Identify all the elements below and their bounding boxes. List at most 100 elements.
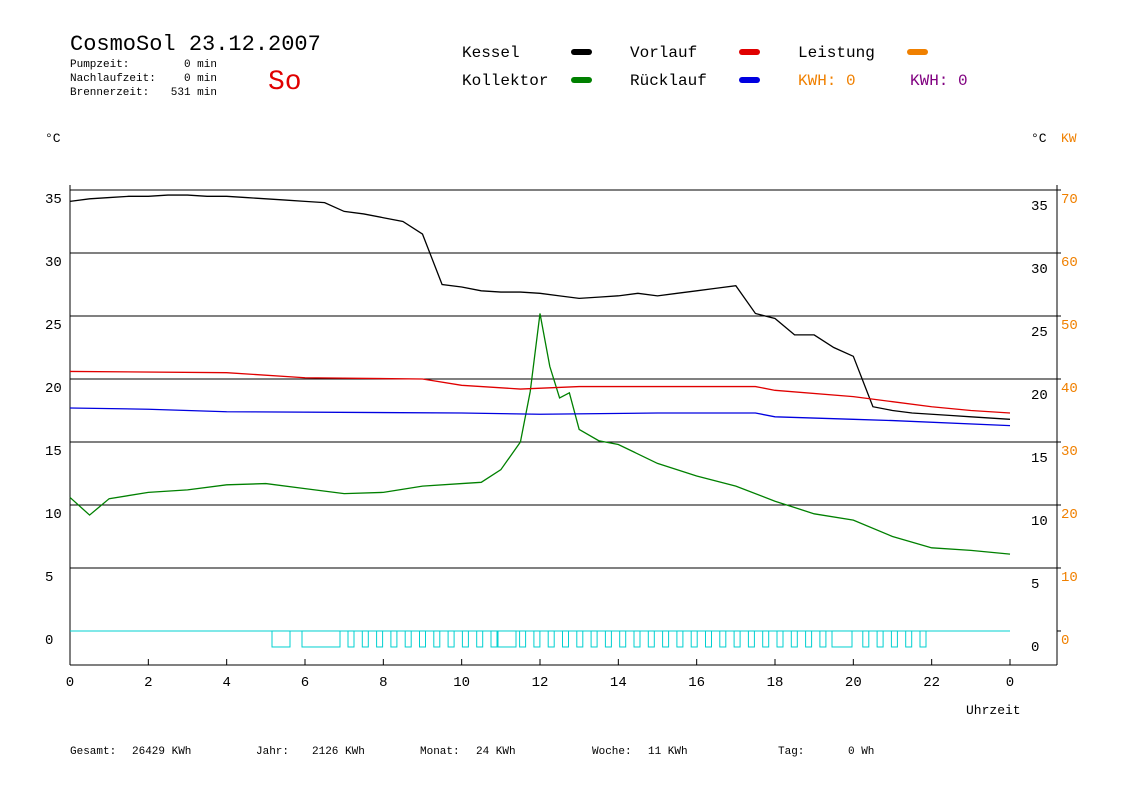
y-tick-label: 0 <box>45 633 53 649</box>
pump-block <box>762 630 770 648</box>
y-tick-label-right: 0 <box>1031 640 1039 656</box>
pump-block <box>590 630 598 648</box>
pump-block <box>404 630 412 648</box>
pump-block <box>447 630 455 648</box>
pump-block <box>476 630 484 648</box>
pump-block <box>604 630 612 648</box>
pump-block <box>633 630 641 648</box>
pump-block <box>301 630 341 648</box>
x-axis-label: Uhrzeit <box>966 703 1021 718</box>
total-value: 24 KWh <box>476 746 516 758</box>
info-label: Nachlaufzeit: <box>70 73 156 85</box>
y2-tick-label: 60 <box>1061 255 1078 271</box>
series-line <box>69 313 1011 555</box>
y-tick-label-right: 30 <box>1031 262 1048 278</box>
y-tick-label-right: 15 <box>1031 451 1048 467</box>
info-value: 0 min <box>184 59 217 71</box>
y2-tick-label: 30 <box>1061 444 1078 460</box>
x-tick-label: 0 <box>66 675 74 691</box>
y2-tick-label: 10 <box>1061 570 1078 586</box>
legend-label: Rücklauf <box>630 72 707 90</box>
pump-block <box>876 630 884 648</box>
x-tick-label: 0 <box>1006 675 1014 691</box>
pump-block <box>919 630 927 648</box>
pump-block <box>576 630 584 648</box>
legend-label: Kollektor <box>462 72 548 90</box>
series-line <box>69 407 1011 427</box>
day-label: So <box>268 67 302 98</box>
x-tick-label: 2 <box>144 675 152 691</box>
kwh-label: KWH: 0 <box>910 72 968 90</box>
pump-block <box>419 630 426 648</box>
total-label: Woche: <box>592 746 632 758</box>
pump-block <box>690 630 698 648</box>
pump-block <box>819 630 827 648</box>
chart-title: CosmoSol 23.12.2007 <box>70 32 321 57</box>
pump-block <box>719 630 727 648</box>
pump-block <box>647 630 655 648</box>
pump-block <box>519 630 527 648</box>
y-tick-label: 35 <box>45 192 62 208</box>
y-tick-label-right: 5 <box>1031 577 1039 593</box>
y-tick-label: 15 <box>45 444 62 460</box>
y2-axis-label-c: °C <box>1031 131 1047 146</box>
y-tick-label: 10 <box>45 507 62 523</box>
pump-block <box>831 630 853 648</box>
x-tick-label: 14 <box>610 675 627 691</box>
y-tick-label-right: 10 <box>1031 514 1048 530</box>
pump-block <box>347 630 355 648</box>
legend-label: Vorlauf <box>630 44 697 62</box>
pump-block <box>490 630 498 648</box>
pump-block <box>676 630 684 648</box>
pump-block <box>805 630 813 648</box>
pump-block <box>862 630 870 648</box>
y2-tick-label: 40 <box>1061 381 1078 397</box>
pump-block <box>390 630 398 648</box>
info-value: 0 min <box>184 73 217 85</box>
info-value: 531 min <box>171 87 217 99</box>
y2-tick-label: 0 <box>1061 633 1069 649</box>
y2-tick-label: 20 <box>1061 507 1078 523</box>
pump-block <box>705 630 712 648</box>
legend-label: Kessel <box>462 44 520 62</box>
y-axis-label: °C <box>45 131 61 146</box>
x-tick-label: 18 <box>767 675 784 691</box>
total-label: Gesamt: <box>70 746 116 758</box>
total-label: Monat: <box>420 746 460 758</box>
y-tick-label-right: 35 <box>1031 199 1048 215</box>
x-tick-label: 12 <box>532 675 549 691</box>
total-value: 26429 KWh <box>132 746 191 758</box>
y-tick-label-right: 20 <box>1031 388 1048 404</box>
total-value: 2126 KWh <box>312 746 365 758</box>
pump-block <box>662 630 670 648</box>
y-tick-label: 5 <box>45 570 53 586</box>
y-tick-label-right: 25 <box>1031 325 1048 341</box>
pump-block <box>497 630 517 648</box>
y2-tick-label: 70 <box>1061 192 1078 208</box>
total-value: 11 KWh <box>648 746 688 758</box>
pump-block <box>547 630 555 648</box>
pump-block <box>733 630 741 648</box>
y-tick-label: 25 <box>45 318 62 334</box>
y2-axis-label: KW <box>1061 131 1077 146</box>
total-value: 0 Wh <box>848 746 874 758</box>
pump-block <box>376 630 384 648</box>
x-tick-label: 16 <box>688 675 705 691</box>
total-label: Tag: <box>778 746 804 758</box>
pump-block <box>776 630 784 648</box>
pump-block <box>747 630 755 648</box>
pump-block <box>890 630 898 648</box>
pump-block <box>461 630 469 648</box>
series-line <box>69 194 1011 420</box>
pump-block <box>619 630 627 648</box>
x-tick-label: 10 <box>453 675 470 691</box>
pump-block <box>790 630 798 648</box>
total-label: Jahr: <box>256 746 289 758</box>
pump-block <box>271 630 291 648</box>
y2-tick-label: 50 <box>1061 318 1078 334</box>
info-label: Pumpzeit: <box>70 59 129 71</box>
pump-block <box>361 630 369 648</box>
series-line <box>69 370 1011 414</box>
y-tick-label: 30 <box>45 255 62 271</box>
